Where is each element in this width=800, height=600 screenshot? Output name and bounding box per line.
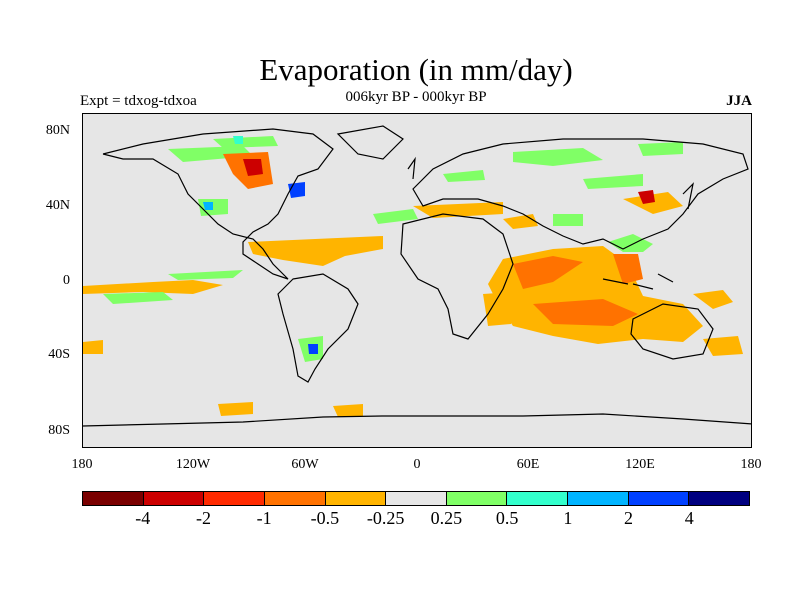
lon-label-0: 0: [413, 457, 421, 472]
coast-antarctica: [83, 413, 751, 427]
colorbar-tick-label: 1: [563, 508, 573, 528]
anomaly-patch: [248, 236, 383, 266]
colorbar-swatch: [143, 492, 205, 505]
anomaly-patch: [488, 246, 703, 344]
anomaly-patch: [638, 142, 683, 156]
anomaly-patch: [333, 404, 363, 417]
coast-greenland: [336, 125, 404, 160]
colorbar-tick-label: -0.5: [310, 508, 340, 528]
anomaly-patch: [308, 344, 318, 354]
experiment-label: Expt = tdxog-tdxoa: [80, 93, 197, 109]
colorbar-tick-label: -2: [195, 508, 211, 528]
anomaly-patch: [168, 146, 253, 162]
season-label: JJA: [726, 93, 752, 109]
anomaly-patch: [608, 234, 653, 252]
lat-label-80s: 80S: [48, 423, 70, 438]
lon-label-180e: 180: [740, 457, 762, 472]
anomaly-patch: [513, 256, 583, 289]
lat-label-80n: 80N: [45, 123, 70, 138]
anomaly-patch: [443, 170, 485, 182]
anomaly-patch: [583, 174, 643, 189]
anomaly-patch: [613, 254, 643, 284]
colorbar-swatch: [325, 492, 387, 505]
anomaly-patch: [638, 190, 655, 204]
anomaly-patch: [213, 136, 278, 148]
lon-label-180w: 180: [71, 457, 93, 472]
lat-label-0: 0: [63, 273, 70, 288]
colorbar-swatch: [204, 492, 265, 505]
coast-islands: [602, 273, 674, 290]
colorbar-swatch: [689, 492, 750, 505]
coast-australia: [630, 303, 714, 360]
anomaly-patch: [243, 159, 263, 176]
anomaly-patch: [703, 336, 743, 356]
anomaly-patch: [218, 402, 253, 416]
lat-label-40n: 40N: [45, 198, 70, 213]
colorbar-swatch: [568, 492, 629, 505]
colorbar-tick-label: 4: [684, 508, 694, 528]
colorbar: [82, 491, 750, 506]
colorbar-tick-label: 0.5: [495, 508, 519, 528]
lon-label-120e: 120E: [625, 457, 655, 472]
lon-label-60e: 60E: [516, 457, 540, 472]
colorbar-swatch: [446, 492, 508, 505]
anomaly-patch: [203, 202, 213, 210]
colorbar-tick-label: -4: [135, 508, 151, 528]
colorbar-tick-label: 2: [624, 508, 634, 528]
map-plot-area: [82, 113, 752, 448]
coast-uk: [407, 156, 416, 180]
anomaly-patch: [233, 136, 243, 144]
coast-japan: [682, 182, 694, 210]
anomaly-patch: [503, 214, 538, 229]
coast-south-america: [277, 273, 359, 383]
anomaly-patches: [83, 136, 743, 417]
anomaly-patch: [693, 290, 733, 309]
anomaly-patch: [168, 270, 243, 280]
colorbar-tick-label: 0.25: [430, 508, 463, 528]
anomaly-patch: [483, 292, 513, 326]
anomaly-patch: [413, 202, 503, 218]
anomaly-patch: [623, 192, 683, 214]
anomaly-patch: [513, 148, 603, 166]
lon-label-120w: 120W: [175, 457, 211, 472]
anomaly-patch: [103, 292, 173, 304]
coast-eurasia: [412, 138, 749, 250]
colorbar-swatch: [264, 492, 326, 505]
colorbar-swatch: [628, 492, 690, 505]
coastlines: [83, 125, 751, 427]
coast-north-america: [102, 128, 334, 280]
coast-africa: [400, 213, 514, 340]
colorbar-swatch: [386, 492, 447, 505]
anomaly-patch: [553, 214, 583, 226]
map-subtitle: 006kyr BP - 000kyr BP: [345, 89, 487, 105]
anomaly-patch: [83, 340, 103, 354]
colorbar-tick-label: -1: [256, 508, 272, 528]
anomaly-patch: [83, 280, 223, 294]
world-map: [83, 125, 751, 427]
anomaly-patch: [373, 209, 418, 224]
anomaly-patch: [533, 299, 638, 326]
map-title: Evaporation (in mm/day): [259, 52, 573, 87]
colorbar-swatch: [507, 492, 569, 505]
colorbar-tick-label: -0.25: [366, 508, 405, 528]
colorbar-swatch: [83, 492, 144, 505]
lon-label-60w: 60W: [291, 457, 319, 472]
lat-label-40s: 40S: [48, 347, 70, 362]
